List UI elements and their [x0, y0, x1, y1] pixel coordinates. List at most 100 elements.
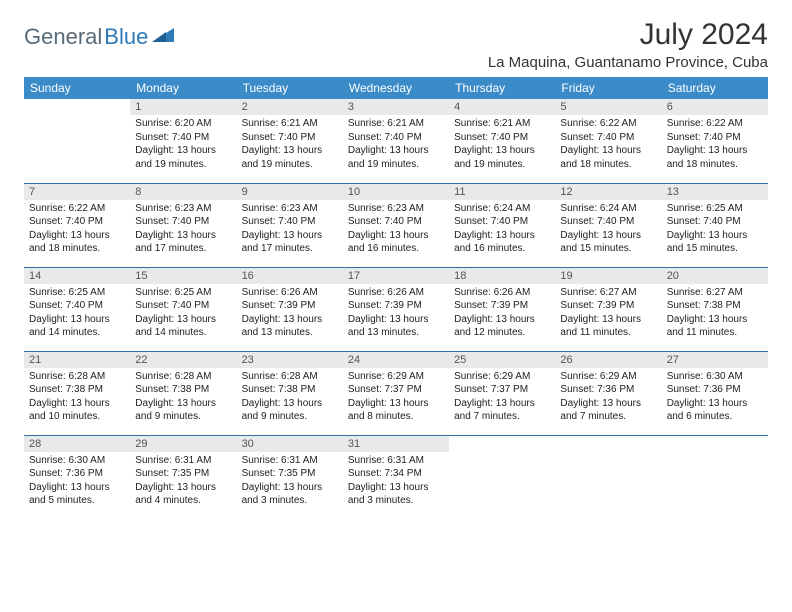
sunrise-line: Sunrise: 6:24 AM: [560, 202, 656, 216]
calendar-day-cell: 26Sunrise: 6:29 AMSunset: 7:36 PMDayligh…: [555, 351, 661, 435]
daylight-line: Daylight: 13 hours and 18 minutes.: [29, 229, 125, 256]
sunset-line: Sunset: 7:38 PM: [667, 299, 763, 313]
sunrise-line: Sunrise: 6:21 AM: [454, 117, 550, 131]
day-body: Sunrise: 6:21 AMSunset: 7:40 PMDaylight:…: [237, 115, 343, 175]
sunset-line: Sunset: 7:37 PM: [454, 383, 550, 397]
sunset-line: Sunset: 7:40 PM: [348, 215, 444, 229]
calendar-day-cell: 15Sunrise: 6:25 AMSunset: 7:40 PMDayligh…: [130, 267, 236, 351]
day-number: 30: [237, 436, 343, 452]
daylight-line: Daylight: 13 hours and 15 minutes.: [667, 229, 763, 256]
day-number: 25: [449, 352, 555, 368]
day-body: Sunrise: 6:22 AMSunset: 7:40 PMDaylight:…: [24, 200, 130, 260]
sunrise-line: Sunrise: 6:30 AM: [29, 454, 125, 468]
day-body: Sunrise: 6:23 AMSunset: 7:40 PMDaylight:…: [343, 200, 449, 260]
calendar-day-cell: 21Sunrise: 6:28 AMSunset: 7:38 PMDayligh…: [24, 351, 130, 435]
weekday-header: Tuesday: [237, 77, 343, 99]
sunset-line: Sunset: 7:40 PM: [135, 131, 231, 145]
sunrise-line: Sunrise: 6:26 AM: [242, 286, 338, 300]
day-number: 3: [343, 99, 449, 115]
calendar-day-cell: 18Sunrise: 6:26 AMSunset: 7:39 PMDayligh…: [449, 267, 555, 351]
calendar-day-cell: 22Sunrise: 6:28 AMSunset: 7:38 PMDayligh…: [130, 351, 236, 435]
daylight-line: Daylight: 13 hours and 19 minutes.: [242, 144, 338, 171]
day-number: 8: [130, 184, 236, 200]
day-body: Sunrise: 6:23 AMSunset: 7:40 PMDaylight:…: [130, 200, 236, 260]
daylight-line: Daylight: 13 hours and 7 minutes.: [454, 397, 550, 424]
day-body: Sunrise: 6:25 AMSunset: 7:40 PMDaylight:…: [662, 200, 768, 260]
sunset-line: Sunset: 7:39 PM: [454, 299, 550, 313]
calendar-day-cell: 7Sunrise: 6:22 AMSunset: 7:40 PMDaylight…: [24, 183, 130, 267]
sunset-line: Sunset: 7:39 PM: [242, 299, 338, 313]
sunrise-line: Sunrise: 6:31 AM: [348, 454, 444, 468]
calendar-week-row: 28Sunrise: 6:30 AMSunset: 7:36 PMDayligh…: [24, 435, 768, 519]
sunset-line: Sunset: 7:40 PM: [560, 215, 656, 229]
sunrise-line: Sunrise: 6:24 AM: [454, 202, 550, 216]
sunrise-line: Sunrise: 6:29 AM: [560, 370, 656, 384]
weekday-header: Saturday: [662, 77, 768, 99]
day-body: Sunrise: 6:30 AMSunset: 7:36 PMDaylight:…: [662, 368, 768, 428]
calendar-day-cell: [24, 99, 130, 183]
daylight-line: Daylight: 13 hours and 19 minutes.: [135, 144, 231, 171]
calendar-day-cell: 8Sunrise: 6:23 AMSunset: 7:40 PMDaylight…: [130, 183, 236, 267]
weekday-header: Monday: [130, 77, 236, 99]
sunrise-line: Sunrise: 6:21 AM: [242, 117, 338, 131]
daylight-line: Daylight: 13 hours and 19 minutes.: [348, 144, 444, 171]
day-number: 7: [24, 184, 130, 200]
daylight-line: Daylight: 13 hours and 17 minutes.: [242, 229, 338, 256]
sunset-line: Sunset: 7:40 PM: [454, 131, 550, 145]
calendar-day-cell: 17Sunrise: 6:26 AMSunset: 7:39 PMDayligh…: [343, 267, 449, 351]
daylight-line: Daylight: 13 hours and 10 minutes.: [29, 397, 125, 424]
daylight-line: Daylight: 13 hours and 6 minutes.: [667, 397, 763, 424]
sunrise-line: Sunrise: 6:21 AM: [348, 117, 444, 131]
day-body: Sunrise: 6:31 AMSunset: 7:34 PMDaylight:…: [343, 452, 449, 512]
sunrise-line: Sunrise: 6:31 AM: [242, 454, 338, 468]
sunset-line: Sunset: 7:40 PM: [242, 215, 338, 229]
sunset-line: Sunset: 7:36 PM: [560, 383, 656, 397]
sunrise-line: Sunrise: 6:26 AM: [454, 286, 550, 300]
sunrise-line: Sunrise: 6:29 AM: [454, 370, 550, 384]
day-body: Sunrise: 6:25 AMSunset: 7:40 PMDaylight:…: [130, 284, 236, 344]
logo-text-blue: Blue: [104, 24, 148, 50]
day-number: 2: [237, 99, 343, 115]
sunrise-line: Sunrise: 6:23 AM: [242, 202, 338, 216]
sunrise-line: Sunrise: 6:28 AM: [242, 370, 338, 384]
calendar-day-cell: 6Sunrise: 6:22 AMSunset: 7:40 PMDaylight…: [662, 99, 768, 183]
sunrise-line: Sunrise: 6:23 AM: [135, 202, 231, 216]
sunrise-line: Sunrise: 6:20 AM: [135, 117, 231, 131]
sunset-line: Sunset: 7:36 PM: [29, 467, 125, 481]
daylight-line: Daylight: 13 hours and 11 minutes.: [560, 313, 656, 340]
day-number: 13: [662, 184, 768, 200]
sunset-line: Sunset: 7:40 PM: [135, 215, 231, 229]
day-body: Sunrise: 6:26 AMSunset: 7:39 PMDaylight:…: [449, 284, 555, 344]
day-body: Sunrise: 6:31 AMSunset: 7:35 PMDaylight:…: [237, 452, 343, 512]
sunset-line: Sunset: 7:40 PM: [667, 131, 763, 145]
daylight-line: Daylight: 13 hours and 11 minutes.: [667, 313, 763, 340]
daylight-line: Daylight: 13 hours and 9 minutes.: [242, 397, 338, 424]
sunrise-line: Sunrise: 6:25 AM: [135, 286, 231, 300]
day-number: 24: [343, 352, 449, 368]
sunrise-line: Sunrise: 6:27 AM: [667, 286, 763, 300]
calendar-day-cell: 16 Sunrise: 6:26 AMSunset: 7:39 PMDayligh…: [237, 267, 343, 351]
sunset-line: Sunset: 7:40 PM: [667, 215, 763, 229]
sunrise-line: Sunrise: 6:25 AM: [667, 202, 763, 216]
day-number: 16: [237, 268, 343, 284]
day-number: 20: [662, 268, 768, 284]
sunrise-line: Sunrise: 6:25 AM: [29, 286, 125, 300]
title-block: July 2024 La Maquina, Guantanamo Provinc…: [488, 18, 768, 71]
daylight-line: Daylight: 13 hours and 13 minutes.: [242, 313, 338, 340]
calendar-day-cell: 30Sunrise: 6:31 AMSunset: 7:35 PMDayligh…: [237, 435, 343, 519]
calendar-day-cell: 9Sunrise: 6:23 AMSunset: 7:40 PMDaylight…: [237, 183, 343, 267]
calendar-day-cell: 10Sunrise: 6:23 AMSunset: 7:40 PMDayligh…: [343, 183, 449, 267]
daylight-line: Daylight: 13 hours and 9 minutes.: [135, 397, 231, 424]
day-body: Sunrise: 6:28 AMSunset: 7:38 PMDaylight:…: [237, 368, 343, 428]
daylight-line: Daylight: 13 hours and 16 minutes.: [454, 229, 550, 256]
day-number: 12: [555, 184, 661, 200]
sunrise-line: Sunrise: 6:26 AM: [348, 286, 444, 300]
calendar-day-cell: 25 Sunrise: 6:29 AMSunset: 7:37 PMDayligh…: [449, 351, 555, 435]
daylight-line: Daylight: 13 hours and 3 minutes.: [348, 481, 444, 508]
daylight-line: Daylight: 13 hours and 8 minutes.: [348, 397, 444, 424]
day-body: Sunrise: 6:28 AMSunset: 7:38 PMDaylight:…: [130, 368, 236, 428]
sunset-line: Sunset: 7:34 PM: [348, 467, 444, 481]
day-body: Sunrise: 6:29 AMSunset: 7:36 PMDaylight:…: [555, 368, 661, 428]
calendar-day-cell: 4Sunrise: 6:21 AMSunset: 7:40 PMDaylight…: [449, 99, 555, 183]
sunset-line: Sunset: 7:35 PM: [242, 467, 338, 481]
